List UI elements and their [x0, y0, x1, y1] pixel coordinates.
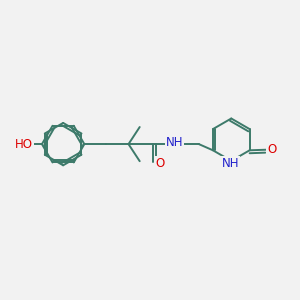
- Text: O: O: [267, 143, 277, 156]
- Text: O: O: [155, 157, 165, 170]
- Text: NH: NH: [222, 157, 239, 170]
- Text: HO: HO: [15, 138, 33, 151]
- Text: NH: NH: [166, 136, 184, 149]
